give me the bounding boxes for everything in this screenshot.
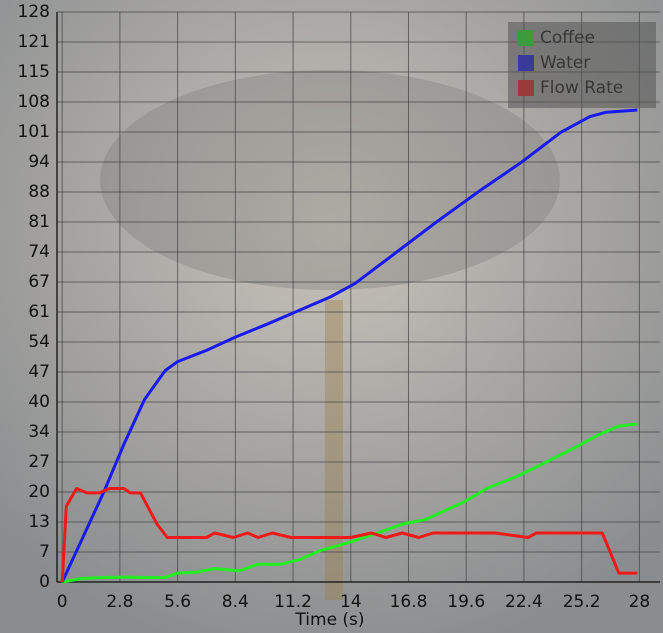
- background-shape: [325, 300, 343, 600]
- y-tick-label: 108: [18, 92, 50, 112]
- series-line: [60, 108, 638, 583]
- x-tick-label: 8.4: [222, 592, 249, 612]
- legend-box: [508, 22, 656, 108]
- y-tick-label: 0: [39, 572, 50, 592]
- x-tick-label: 11.2: [274, 592, 312, 612]
- y-tick-label: 20: [28, 482, 50, 502]
- background-shape: [100, 70, 560, 290]
- y-tick-label: 81: [28, 212, 50, 232]
- y-tick-label: 88: [28, 182, 50, 202]
- y-tick-label: 34: [28, 422, 50, 442]
- x-tick-label: 22.4: [505, 592, 543, 612]
- y-tick-label: 94: [28, 152, 50, 172]
- x-tick-label: 5.6: [164, 592, 191, 612]
- x-tick-label: 25.2: [563, 592, 601, 612]
- y-tick-label: 101: [18, 122, 50, 142]
- y-tick-label: 128: [18, 2, 50, 22]
- y-tick-label: 47: [28, 362, 50, 382]
- series-line: [60, 487, 638, 583]
- y-tick-label: 74: [28, 242, 50, 262]
- y-tick-label: 61: [28, 302, 50, 322]
- y-tick-label: 121: [18, 32, 50, 52]
- x-tick-label: 19.6: [447, 592, 485, 612]
- y-tick-label: 67: [28, 272, 50, 292]
- y-tick-label: 115: [18, 62, 50, 82]
- x-tick-label: 2.8: [106, 592, 133, 612]
- x-tick-label: 14: [340, 592, 362, 612]
- y-tick-label: 27: [28, 452, 50, 472]
- series-line: [61, 422, 638, 584]
- x-tick-label: 0: [57, 592, 68, 612]
- y-tick-label: 13: [28, 512, 50, 532]
- x-tick-label: 28: [629, 592, 651, 612]
- y-tick-label: 40: [28, 392, 50, 412]
- x-axis-label: Time (s): [294, 610, 364, 630]
- y-tick-label: 7: [39, 542, 50, 562]
- x-tick-label: 16.8: [390, 592, 428, 612]
- y-tick-label: 54: [28, 332, 50, 352]
